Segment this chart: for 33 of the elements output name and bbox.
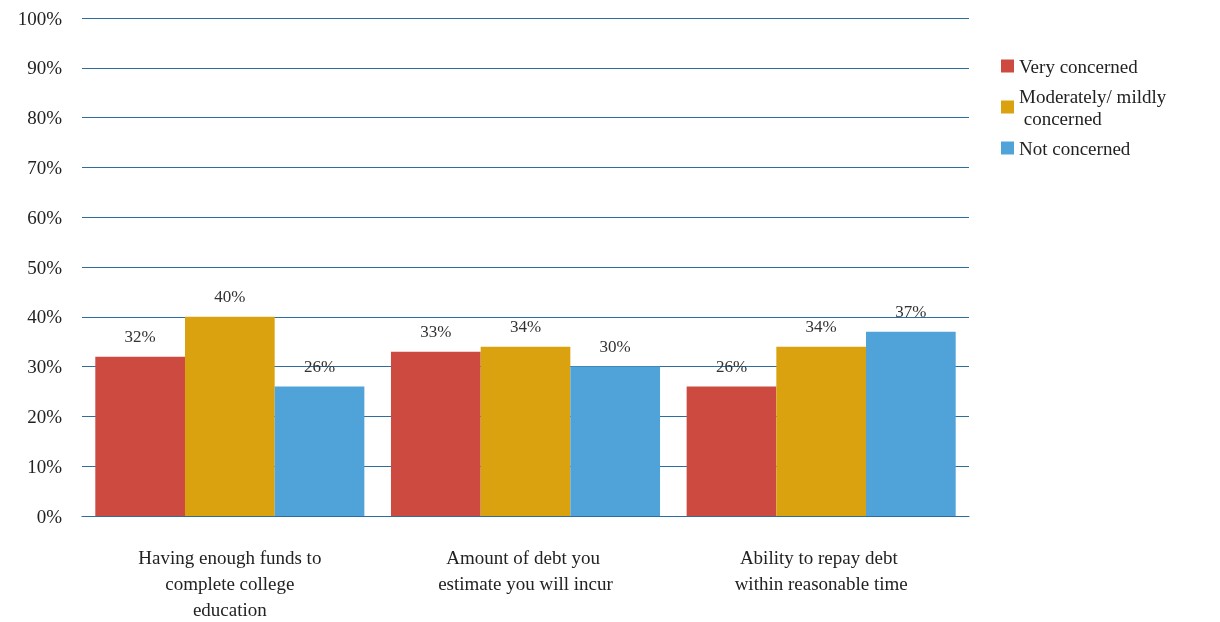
bar bbox=[390, 351, 481, 516]
bar bbox=[95, 356, 185, 516]
x-tick-label: Having enough funds to complete college education bbox=[138, 546, 322, 620]
data-label: 40% bbox=[214, 286, 246, 306]
data-label: 37% bbox=[895, 301, 927, 321]
y-tick-label: 50% bbox=[27, 256, 63, 278]
y-tick-label: 100% bbox=[17, 7, 63, 29]
y-tick-label: 0% bbox=[36, 505, 63, 527]
y-tick-label: 10% bbox=[27, 455, 63, 477]
legend-label: Not concerned bbox=[1019, 137, 1131, 159]
legend-label: Very concerned bbox=[1019, 55, 1139, 77]
x-tick-label: Amount of debt you estimate you will incur bbox=[438, 546, 614, 594]
bar bbox=[184, 316, 275, 516]
legend-label: Moderately/ mildly concerned bbox=[1019, 85, 1167, 129]
bar bbox=[570, 366, 661, 516]
bar bbox=[866, 331, 956, 516]
data-label: 32% bbox=[124, 326, 156, 346]
y-tick-label: 30% bbox=[27, 356, 63, 378]
x-tick-label: Ability to repay debt within reasonable time bbox=[734, 546, 908, 594]
data-label: 30% bbox=[599, 336, 631, 356]
data-label: 34% bbox=[805, 316, 837, 336]
bar bbox=[776, 346, 867, 516]
data-label: 33% bbox=[420, 321, 452, 341]
y-tick-label: 80% bbox=[27, 107, 63, 129]
y-tick-label: 40% bbox=[27, 306, 63, 328]
y-tick-label: 20% bbox=[27, 405, 63, 427]
y-tick-label: 60% bbox=[27, 206, 63, 228]
y-tick-label: 90% bbox=[27, 57, 63, 79]
bar bbox=[686, 386, 777, 516]
y-tick-label: 70% bbox=[27, 156, 63, 178]
bar bbox=[480, 346, 571, 516]
bar bbox=[274, 386, 365, 516]
data-label: 34% bbox=[509, 316, 542, 336]
